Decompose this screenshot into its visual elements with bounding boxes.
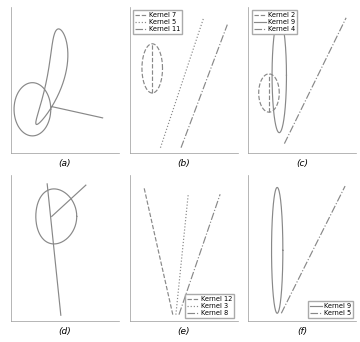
Text: (f): (f) <box>297 327 307 336</box>
Text: (b): (b) <box>177 159 190 168</box>
Legend: Kernel 12, Kernel 3, Kernel 8: Kernel 12, Kernel 3, Kernel 8 <box>185 294 234 318</box>
Text: (c): (c) <box>296 159 309 168</box>
Legend: Kernel 9, Kernel 5: Kernel 9, Kernel 5 <box>308 301 353 318</box>
Text: (d): (d) <box>58 327 71 336</box>
Legend: Kernel 2, Kernel 9, Kernel 4: Kernel 2, Kernel 9, Kernel 4 <box>252 10 297 34</box>
Legend: Kernel 7, Kernel 5, Kernel 11: Kernel 7, Kernel 5, Kernel 11 <box>133 10 182 34</box>
Text: (e): (e) <box>177 327 190 336</box>
Text: (a): (a) <box>59 159 71 168</box>
